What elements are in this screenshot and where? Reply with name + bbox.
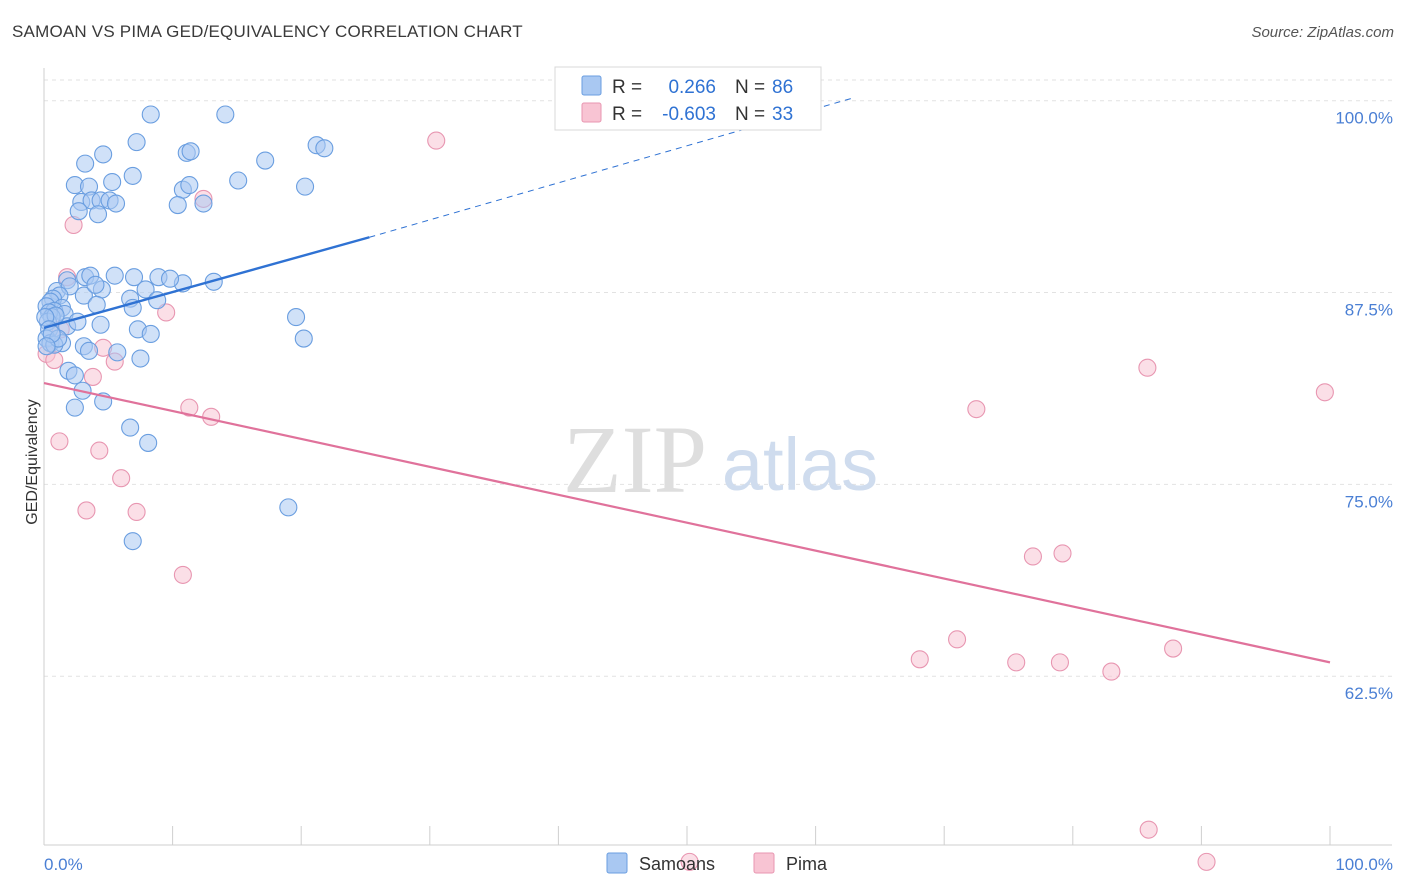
y-axis-title: GED/Equivalency xyxy=(24,399,41,524)
pima-point-25 xyxy=(910,650,929,669)
bottom-legend: Samoans Pima xyxy=(606,852,828,874)
samoan-point-8 xyxy=(94,145,113,164)
pima-point-32 xyxy=(1197,852,1216,871)
legend-pima-r-label: R = xyxy=(612,104,642,125)
legend-samoan-r-label: R = xyxy=(612,77,642,98)
samoan-point-81 xyxy=(279,498,298,517)
samoan-point-78 xyxy=(121,418,140,437)
pima-point-15 xyxy=(112,469,131,488)
pima-point-16 xyxy=(77,501,96,520)
samoan-point-79 xyxy=(139,433,158,452)
axis-layer: 100.0% 87.5% 75.0% 62.5% 0.0% 100.0% xyxy=(43,68,1393,874)
samoan-point-35 xyxy=(160,269,180,288)
pima-trend-line xyxy=(43,381,1331,664)
samoan-point-76 xyxy=(65,398,84,417)
pima-point-31 xyxy=(680,852,699,871)
samoan-point-41 xyxy=(136,280,155,299)
samoan-point-4 xyxy=(181,142,200,161)
samoan-point-6 xyxy=(315,139,334,158)
samoan-point-25 xyxy=(69,202,88,221)
samoan-point-14 xyxy=(103,172,122,192)
pima-point-10 xyxy=(83,367,102,386)
pima-point-13 xyxy=(50,432,69,451)
samoan-point-71 xyxy=(287,308,306,327)
samoan-point-85 xyxy=(37,337,56,356)
samoan-point-11 xyxy=(229,171,248,190)
samoan-point-58 xyxy=(141,324,160,344)
samoan-point-32 xyxy=(105,266,124,285)
bottom-legend-samoans-swatch xyxy=(606,852,628,874)
samoan-point-22 xyxy=(106,194,126,213)
samoan-point-17 xyxy=(296,177,315,196)
y-tick-label-1: 87.5% xyxy=(1345,301,1393,320)
legend-pima-r-value: -0.603 xyxy=(662,104,716,125)
watermark-atlas: atlas xyxy=(722,423,878,506)
pima-point-22 xyxy=(1023,547,1042,566)
pima-point-21 xyxy=(967,400,986,419)
grid-layer xyxy=(44,79,1392,677)
samoan-point-2 xyxy=(127,133,146,152)
pima-point-4 xyxy=(157,303,176,322)
legend-pima-n-value: 33 xyxy=(772,104,793,125)
legend-samoan-swatch xyxy=(581,75,602,96)
pima-point-0 xyxy=(427,131,446,150)
chart-source: Source: ZipAtlas.com xyxy=(1251,24,1394,41)
samoan-point-74 xyxy=(65,366,84,385)
samoan-point-80 xyxy=(123,532,142,551)
pima-point-12 xyxy=(202,407,221,426)
pima-point-18 xyxy=(173,565,192,584)
samoan-point-23 xyxy=(168,195,187,215)
legend-pima-swatch xyxy=(581,102,602,123)
pima-point-17 xyxy=(127,502,146,522)
pima-point-20 xyxy=(1315,383,1334,402)
samoan-point-9 xyxy=(256,151,275,170)
x-tick-label-0: 0.0% xyxy=(44,855,83,874)
legend-samoan-n-label: N = xyxy=(735,77,765,98)
pima-point-11 xyxy=(180,398,199,417)
samoan-point-10 xyxy=(123,166,142,185)
y-tick-label-0: 100.0% xyxy=(1335,109,1393,128)
x-tick-label-1: 100.0% xyxy=(1335,855,1393,874)
y-tick-label-2: 75.0% xyxy=(1345,492,1393,511)
samoan-point-26 xyxy=(88,205,108,224)
pima-point-24 xyxy=(948,630,967,649)
samoan-point-68 xyxy=(79,341,99,360)
y-tick-label-3: 62.5% xyxy=(1345,684,1393,703)
samoan-point-24 xyxy=(194,194,213,213)
watermark-zip: ZIP xyxy=(563,406,707,513)
watermark: ZIP atlas xyxy=(563,406,878,513)
pima-point-14 xyxy=(90,441,109,460)
samoan-point-56 xyxy=(91,315,110,334)
pima-point-30 xyxy=(1139,820,1158,839)
samoan-point-70 xyxy=(131,349,150,368)
legend-pima-n-label: N = xyxy=(735,104,765,125)
samoan-point-1 xyxy=(216,105,235,124)
samoan-point-39 xyxy=(74,286,93,305)
legend-samoan-n-value: 86 xyxy=(772,77,793,98)
samoan-point-16 xyxy=(180,176,199,195)
samoan-point-33 xyxy=(124,268,144,287)
pima-point-26 xyxy=(1007,653,1026,672)
legend-samoan-r-value: 0.266 xyxy=(668,77,716,98)
bottom-legend-pima-swatch xyxy=(753,852,775,874)
pima-point-28 xyxy=(1102,662,1121,681)
pima-point-19 xyxy=(1138,358,1157,377)
bottom-legend-samoans-label: Samoans xyxy=(639,854,715,874)
samoan-point-40 xyxy=(86,275,105,294)
samoan-point-7 xyxy=(76,154,95,173)
pima-point-23 xyxy=(1053,544,1072,563)
pima-point-29 xyxy=(1164,639,1183,658)
pima-point-27 xyxy=(1050,653,1069,672)
bottom-legend-pima-label: Pima xyxy=(786,854,828,874)
top-legend: R = 0.266 N = 86 R = -0.603 N = 33 xyxy=(554,66,822,131)
samoan-point-69 xyxy=(108,343,127,362)
samoan-point-0 xyxy=(141,105,160,124)
chart-title: SAMOAN VS PIMA GED/EQUIVALENCY CORRELATI… xyxy=(12,22,523,41)
samoan-trend-line xyxy=(43,236,370,329)
samoan-points xyxy=(36,105,334,551)
samoan-point-72 xyxy=(294,329,313,348)
